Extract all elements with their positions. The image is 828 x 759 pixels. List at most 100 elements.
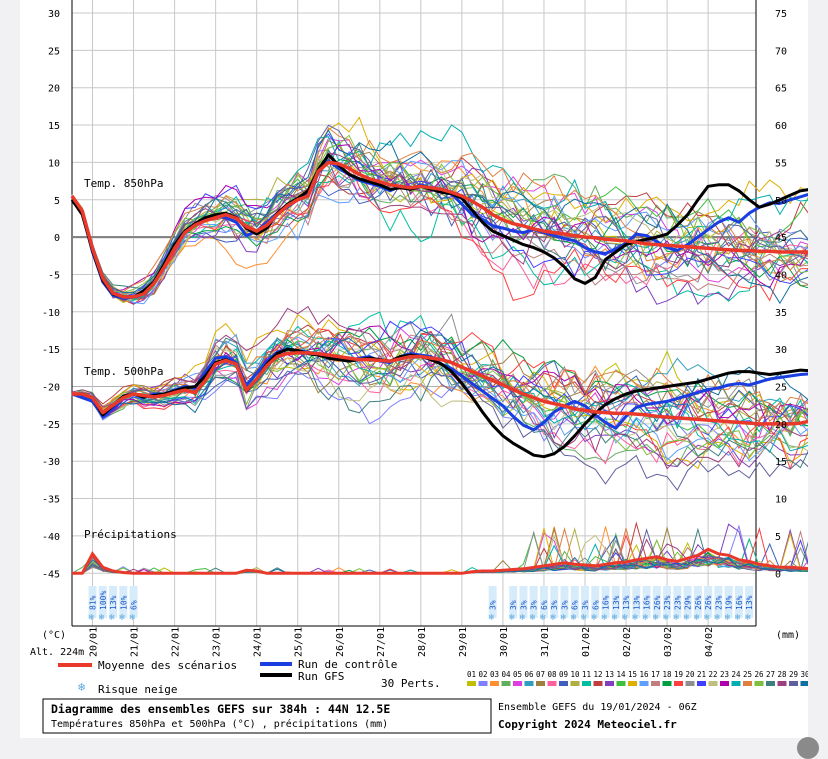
snowflake-icon: ❄: [612, 613, 618, 623]
member-line-t850: [71, 175, 808, 302]
pert-swatch: [743, 681, 752, 686]
pert-number: 02: [479, 670, 488, 679]
y-tick-left: -35: [42, 495, 60, 506]
y-tick-right: 15: [775, 457, 787, 468]
snow-risk-value: 6%: [130, 600, 139, 610]
snow-risk-value: 3%: [560, 600, 569, 610]
snow-risk-bg: [683, 586, 692, 618]
snow-risk-bg: [652, 586, 661, 618]
pert-swatch: [777, 681, 787, 686]
pert-number: 23: [720, 670, 729, 679]
altitude-label: Alt. 224m: [30, 647, 84, 658]
corner-indicator: [797, 737, 819, 759]
pert-number: 08: [548, 670, 558, 679]
chart-title: Diagramme des ensembles GEFS sur 384h : …: [51, 702, 390, 716]
ensemble-members: [71, 116, 808, 574]
snowflake-icon: ❄: [119, 613, 125, 623]
y-tick-left: -30: [42, 457, 60, 468]
member-line-t500: [71, 320, 808, 436]
member-line-t500: [71, 354, 808, 492]
snow-risk-value: 26%: [653, 595, 662, 610]
y-tick-right: 0: [775, 569, 781, 580]
pert-number: 18: [663, 670, 673, 679]
y-tick-right: 55: [775, 158, 787, 169]
x-tick-label: 29/01: [458, 627, 469, 657]
member-line-t850: [71, 124, 808, 299]
title-box: [42, 698, 492, 734]
pert-swatch: [513, 681, 522, 686]
snow-risk-value: 10%: [119, 595, 128, 610]
pert-number: 26: [755, 670, 765, 679]
y-tick-right: 35: [775, 308, 787, 319]
snow-risk-value: 23%: [673, 595, 682, 610]
y-tick-right: 5: [775, 532, 781, 543]
snowflake-icon: ❄: [571, 613, 577, 623]
snow-risk-value: 13%: [622, 595, 631, 610]
y-tick-right: 75: [775, 9, 787, 20]
snow-risk-bg: [519, 586, 528, 618]
pert-swatch: [616, 681, 626, 686]
snowflake-icon: ❄: [714, 613, 720, 623]
x-tick-label: 22/01: [171, 627, 182, 657]
copyright: Copyright 2024 Meteociel.fr: [498, 718, 677, 731]
snowflake-icon: ❄: [581, 613, 587, 623]
member-line-t850: [71, 158, 808, 300]
perturbation-legend: 01 02 03 04 05 06 07 08 09 10 11 12 13 14 15 16 17 18 19 20…: [467, 670, 808, 686]
snowflake-icon: ❄: [694, 613, 700, 623]
snow-risk-value: 29%: [684, 595, 693, 610]
pert-number: 20: [686, 670, 696, 679]
y-tick-left: -15: [42, 345, 60, 356]
snowflake-icon: ❄: [99, 613, 105, 623]
pert-number: 29: [789, 670, 798, 679]
pert-number: 14: [617, 670, 627, 679]
legend-snow-label: Risque neige: [98, 683, 177, 696]
pert-swatch: [720, 681, 729, 686]
pert-number: 06: [525, 670, 535, 679]
x-tick-label: 20/01: [89, 627, 100, 657]
snow-risk-value: 81%: [89, 595, 98, 610]
snow-risk-bg: [129, 586, 138, 618]
y-tick-left: 0: [54, 233, 60, 244]
snowflake-icon: ❄: [130, 613, 136, 623]
y-tick-left: -5: [48, 270, 60, 281]
y-tick-right: 60: [775, 121, 787, 132]
legend-gfs-label: Run GFS: [298, 670, 344, 683]
pert-number: 07: [536, 670, 545, 679]
legend-mean-label: Moyenne des scénarios: [98, 659, 237, 672]
pert-number: 04: [502, 670, 512, 679]
x-tick-label: 03/02: [663, 627, 674, 657]
snowflake-icon: ❄: [602, 613, 608, 623]
y-tick-left: 5: [54, 196, 60, 207]
snow-risk-value: 3%: [550, 600, 559, 610]
series-line-t850-moyenne-des-sc-narios: [70, 160, 808, 299]
snowflake-icon: ❄: [109, 613, 115, 623]
pert-swatch: [800, 681, 808, 686]
pert-swatch: [536, 681, 545, 686]
x-tick-label: 21/01: [130, 627, 141, 657]
snow-risk-bg: [673, 586, 682, 618]
main-series: [70, 153, 808, 575]
snowflake-icon: ❄: [489, 613, 495, 623]
pert-number: 12: [594, 670, 603, 679]
pert-number: 16: [640, 670, 650, 679]
member-line-t850: [71, 140, 808, 301]
pert-number: 24: [732, 670, 742, 679]
snow-risk-bg: [591, 586, 600, 618]
snow-risk-value: 26%: [694, 595, 703, 610]
x-tick-label: 31/01: [540, 627, 551, 657]
pert-number: 22: [709, 670, 718, 679]
snow-risk-value: 23%: [663, 595, 672, 610]
snowflake-icon: ❄: [673, 613, 679, 623]
y-tick-right: 30: [775, 345, 787, 356]
snow-risk-value: 6%: [540, 600, 549, 610]
snow-risk-bg: [611, 586, 620, 618]
series-line-precip-mean: [72, 547, 808, 575]
panel-label-t500: Temp. 500hPa: [84, 365, 163, 378]
snow-risk-value: 13%: [612, 595, 621, 610]
snowflake-icon: ❄: [663, 613, 669, 623]
pert-swatch: [708, 681, 718, 686]
snow-risk-bg: [488, 586, 497, 618]
snow-risk-value: 3%: [489, 600, 498, 610]
panel-label-t850: Temp. 850hPa: [84, 177, 163, 190]
